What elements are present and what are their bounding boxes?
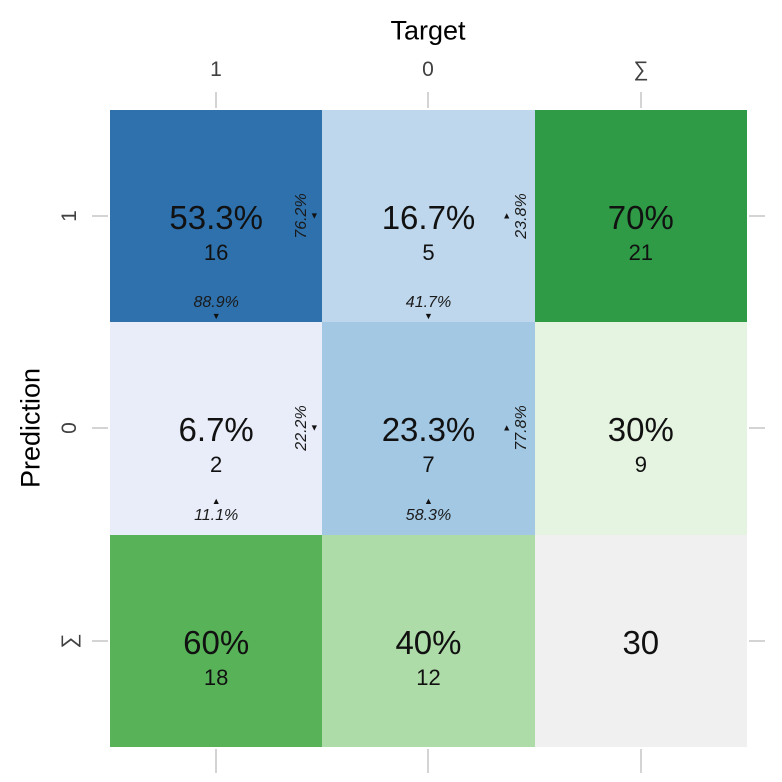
x-tick-label-0: 0: [422, 58, 434, 81]
cell-percent: 6.7%: [178, 411, 254, 449]
cell-count: 16: [203, 240, 229, 266]
axis-tick: [749, 427, 765, 429]
y-axis-title: Prediction: [15, 367, 46, 489]
cell-sum-target0: 40% 12: [322, 534, 535, 747]
axis-tick: [92, 640, 108, 642]
x-axis-title: Target: [390, 15, 466, 46]
arrow-down-icon: ▼: [211, 311, 221, 322]
row-percent: 77.8%: [512, 405, 530, 452]
cell-pred1-sum: 70% 21: [534, 110, 747, 323]
column-percent: 58.3%: [405, 506, 452, 524]
cell-count: 5: [422, 240, 435, 266]
column-percent: 88.9%: [193, 294, 239, 312]
column-percent: 11.1%: [194, 506, 239, 524]
cell-pred0-sum: 30% 9: [534, 322, 747, 535]
cell-percent: 16.7%: [381, 199, 476, 237]
axis-tick: [427, 749, 429, 773]
arrow-up-icon: ▲: [502, 422, 512, 433]
y-tick-label-sum: ∑: [58, 633, 81, 649]
row-percent: 22.2%: [293, 405, 311, 452]
arrow-up-icon: ▲: [502, 210, 512, 221]
axis-tick: [427, 92, 429, 108]
axis-tick: [749, 215, 765, 217]
matrix-panel: 53.3% 16 76.2% ▼ 88.9% ▼ 16.7% 5 23.8% ▲…: [110, 110, 747, 747]
cell-count: 9: [634, 452, 647, 478]
cell-sum-target1: 60% 18: [110, 534, 323, 747]
cell-count: 2: [210, 452, 223, 478]
arrow-up-icon: ▲: [424, 495, 433, 506]
axis-tick: [215, 749, 217, 773]
column-percent: 41.7%: [405, 294, 452, 312]
cell-percent: 30: [622, 623, 660, 661]
row-percent: 76.2%: [293, 193, 311, 239]
cell-percent: 60%: [183, 623, 250, 661]
arrow-down-icon: ▼: [309, 422, 319, 433]
axis-tick: [749, 640, 765, 642]
y-tick-label-1: 1: [58, 210, 81, 222]
arrow-up-icon: ▲: [211, 495, 221, 506]
arrow-down-icon: ▼: [309, 210, 319, 221]
axis-tick: [640, 92, 642, 108]
axis-tick: [92, 427, 108, 429]
x-tick-label-1: 1: [210, 58, 222, 81]
cell-percent: 40%: [395, 623, 462, 661]
cell-percent: 53.3%: [169, 199, 263, 237]
axis-tick: [215, 92, 217, 108]
axis-tick: [640, 749, 642, 773]
y-tick-label-0: 0: [58, 422, 81, 434]
cell-pred1-target1: 53.3% 16 76.2% ▼ 88.9% ▼: [110, 110, 323, 323]
row-percent: 23.8%: [512, 193, 530, 239]
cell-percent: 23.3%: [381, 411, 476, 449]
x-tick-label-sum: ∑: [633, 58, 649, 81]
cell-count: 18: [203, 664, 229, 690]
arrow-down-icon: ▼: [424, 311, 433, 322]
cell-count: 7: [422, 452, 435, 478]
cell-sum-sum: 30: [534, 534, 747, 747]
cell-percent: 70%: [607, 199, 674, 237]
cell-count: 12: [416, 664, 441, 690]
cell-pred1-target0: 16.7% 5 23.8% ▲ 41.7% ▼: [322, 110, 535, 323]
cell-pred0-target0: 23.3% 7 77.8% ▲ 58.3% ▲: [322, 322, 535, 535]
cell-pred0-target1: 6.7% 2 22.2% ▼ 11.1% ▲: [110, 322, 323, 535]
cell-count: 21: [628, 240, 654, 266]
axis-tick: [92, 215, 108, 217]
cell-percent: 30%: [607, 411, 674, 449]
